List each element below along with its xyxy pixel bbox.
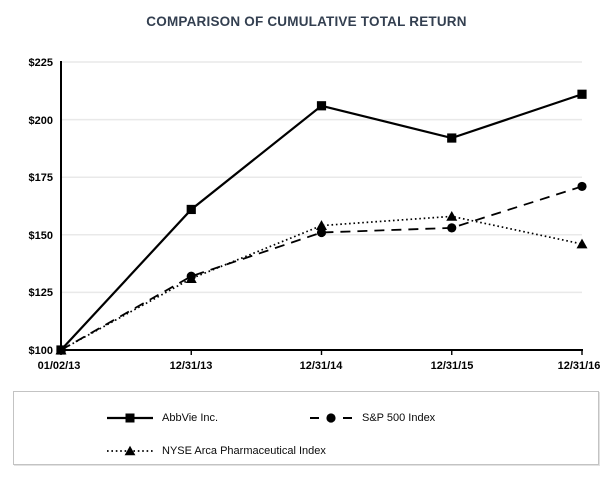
square-marker-point-3 <box>447 133 457 143</box>
x-tick-2: 12/31/14 <box>300 360 344 372</box>
y-tick-150: $150 <box>29 230 53 242</box>
x-tick-4: 12/31/16 <box>558 360 601 372</box>
y-tick-200: $200 <box>29 115 53 127</box>
y-tick-225: $225 <box>29 57 53 69</box>
legend-label-nyse-arca: NYSE Arca Pharmaceutical Index <box>162 445 326 457</box>
circle-marker-point-1 <box>186 271 196 281</box>
circle-marker-point-3 <box>447 223 457 233</box>
dashed-circle-legend-sample-icon <box>310 413 352 423</box>
x-tick-3: 12/31/15 <box>431 360 474 372</box>
legend-entry-nyse-arca: NYSE Arca Pharmaceutical Index <box>107 444 326 458</box>
line-s-p-500-index <box>60 185 583 351</box>
legend-label-abbvie: AbbVie Inc. <box>162 412 219 424</box>
square-marker-point-2 <box>316 101 327 111</box>
x-tick-1: 12/31/13 <box>170 360 213 372</box>
legend-entry-sp500: S&P 500 Index <box>309 411 435 425</box>
series-layer <box>55 89 588 355</box>
x-ticks <box>60 350 583 355</box>
x-axis-labels: 01/02/13 12/31/13 12/31/14 12/31/15 12/3… <box>38 360 601 372</box>
plot-area: $100 $125 $150 $175 $200 $225 01/02/13 1… <box>29 57 601 372</box>
circle-marker-point-4 <box>577 181 587 192</box>
legend-label-sp500: S&P 500 Index <box>362 412 436 424</box>
triangle-marker-point-2 <box>316 220 327 230</box>
square-marker-point-0 <box>56 345 66 355</box>
x-tick-0: 01/02/13 <box>38 360 81 372</box>
circle-marker-point-2 <box>316 227 327 238</box>
solid-square-legend-sample-icon <box>107 413 153 423</box>
gridlines <box>61 61 582 294</box>
chart-title: COMPARISON OF CUMULATIVE TOTAL RETURN <box>146 14 467 29</box>
dotted-triangle-legend-sample-icon <box>107 445 153 456</box>
square-marker-point-4 <box>577 89 587 99</box>
triangle-marker-point-4 <box>576 238 588 249</box>
y-tick-100: $100 <box>29 345 53 357</box>
square-marker-icon <box>125 413 135 423</box>
y-tick-125: $125 <box>29 287 53 299</box>
legend-box: AbbVie Inc. S&P 500 Index NYSE Arca Phar… <box>13 391 599 465</box>
y-tick-175: $175 <box>29 172 53 184</box>
series-abbvie-inc <box>56 89 587 355</box>
triangle-marker-point-3 <box>446 210 458 221</box>
legend-entry-abbvie: AbbVie Inc. <box>107 411 218 425</box>
circle-marker-icon <box>326 413 336 423</box>
square-marker-point-1 <box>186 204 196 215</box>
y-axis-labels: $100 $125 $150 $175 $200 $225 <box>29 57 53 357</box>
triangle-marker-icon <box>124 445 136 456</box>
